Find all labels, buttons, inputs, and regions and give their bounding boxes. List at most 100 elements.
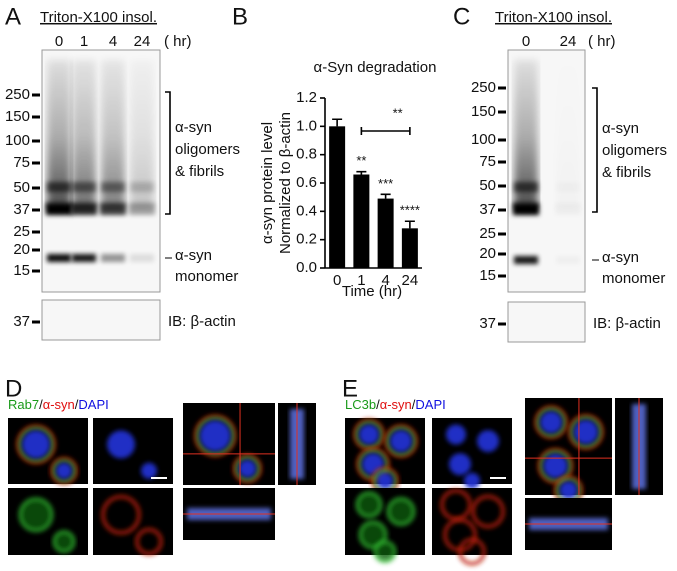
band <box>47 254 71 262</box>
cell-green <box>358 520 388 550</box>
band <box>47 182 71 192</box>
marker-label: 50 <box>479 177 496 194</box>
actin-membrane <box>41 299 161 341</box>
cell-red <box>384 424 418 459</box>
marker-label: 25 <box>479 225 496 242</box>
significance: ** <box>393 105 403 120</box>
marker-label: 20 <box>479 245 496 262</box>
x-tick-label: 24 <box>402 272 419 289</box>
x-axis-label: Time (hr) <box>342 283 402 300</box>
stain-part: / <box>376 397 380 412</box>
sig-bracket <box>360 127 411 135</box>
unit-label: ( hr) <box>588 33 616 50</box>
cell-red <box>537 447 574 484</box>
band <box>101 182 125 192</box>
actin-membrane <box>507 301 586 343</box>
nucleus <box>56 462 72 479</box>
cell-green <box>386 426 416 456</box>
marker-label: 15 <box>13 262 30 279</box>
cell-green <box>539 450 572 482</box>
marker-label: 20 <box>13 241 30 258</box>
stain-part: DAPI <box>78 397 108 412</box>
marker-label: 75 <box>479 153 496 170</box>
bar <box>353 174 370 268</box>
x-tick-label: 0 <box>333 272 341 289</box>
band <box>514 182 538 192</box>
marker-label: 150 <box>5 108 30 125</box>
oligomer-label: & fibrils <box>175 163 224 180</box>
lane-label: 0 <box>55 33 63 50</box>
nucleus <box>199 420 231 452</box>
panel-label: A <box>5 3 21 30</box>
error-bar <box>380 193 391 199</box>
nucleus <box>464 472 480 489</box>
cell-green <box>18 497 54 533</box>
stain-part: Rab7 <box>8 397 39 412</box>
significance: ** <box>356 153 366 168</box>
nucleus <box>540 411 563 434</box>
cell-green <box>373 540 397 564</box>
oligomer-label: oligomers <box>175 141 240 158</box>
band <box>130 254 154 262</box>
bracket <box>165 91 171 215</box>
stain-part: α-syn <box>380 397 412 412</box>
bar <box>401 228 418 268</box>
cell-red <box>232 453 263 484</box>
nucleus <box>377 472 393 489</box>
cell-green <box>536 407 566 437</box>
y-axis-label: α-syn protein level <box>259 122 276 244</box>
cell-red <box>101 494 141 535</box>
band <box>514 256 538 264</box>
y-tick-label: 0.0 <box>296 259 317 276</box>
band <box>100 203 126 215</box>
y-axis-label: Normalized to β-actin <box>277 112 294 254</box>
stain-part: LC3b <box>345 397 376 412</box>
panel-label: D <box>5 375 22 402</box>
marker-label: 37 <box>479 201 496 218</box>
nucleus <box>238 459 257 478</box>
y-tick-label: 1.2 <box>296 89 317 106</box>
error-bar <box>404 220 415 229</box>
stain-part: DAPI <box>415 397 445 412</box>
oligomer-label: oligomers <box>602 142 667 159</box>
stain-part: / <box>39 397 43 412</box>
nucleus <box>22 430 50 459</box>
cell-red <box>16 424 56 465</box>
unit-label: ( hr) <box>164 33 192 50</box>
monomer-label: monomer <box>602 270 665 287</box>
marker-label: 50 <box>13 179 30 196</box>
significance: **** <box>400 203 420 218</box>
band <box>555 203 581 215</box>
panel-label: E <box>342 375 358 402</box>
marker-label: 100 <box>5 132 30 149</box>
band <box>46 203 72 215</box>
nucleus <box>141 462 157 479</box>
stain-part: / <box>412 397 416 412</box>
y-tick-label: 0.4 <box>296 202 317 219</box>
nucleus <box>477 430 499 453</box>
monomer-label: monomer <box>175 268 238 285</box>
significance: *** <box>378 176 393 191</box>
nucleus <box>390 430 412 453</box>
nucleus <box>446 424 466 445</box>
band <box>556 182 580 192</box>
bar <box>377 198 394 268</box>
chart-title: α-Syn degradation <box>314 59 437 76</box>
marker-label: 37 <box>13 201 30 218</box>
y-tick-label: 0.2 <box>296 231 317 248</box>
cell-red <box>50 456 78 485</box>
marker-label: 75 <box>13 154 30 171</box>
stain-part: / <box>75 397 79 412</box>
cell-red <box>471 494 505 529</box>
bar <box>329 126 346 268</box>
stain-label: Rab7/α-syn/DAPI <box>8 397 109 412</box>
cell-green <box>52 459 76 483</box>
oligomer-label: α-syn <box>602 120 639 137</box>
cell-green <box>196 416 235 455</box>
nucleus <box>543 453 568 478</box>
stain-label: LC3b/α-syn/DAPI <box>345 397 446 412</box>
oligomer-label: α-syn <box>175 119 212 136</box>
cell-green <box>355 421 383 448</box>
cell-red <box>534 405 569 440</box>
marker-label: 37 <box>13 313 30 330</box>
